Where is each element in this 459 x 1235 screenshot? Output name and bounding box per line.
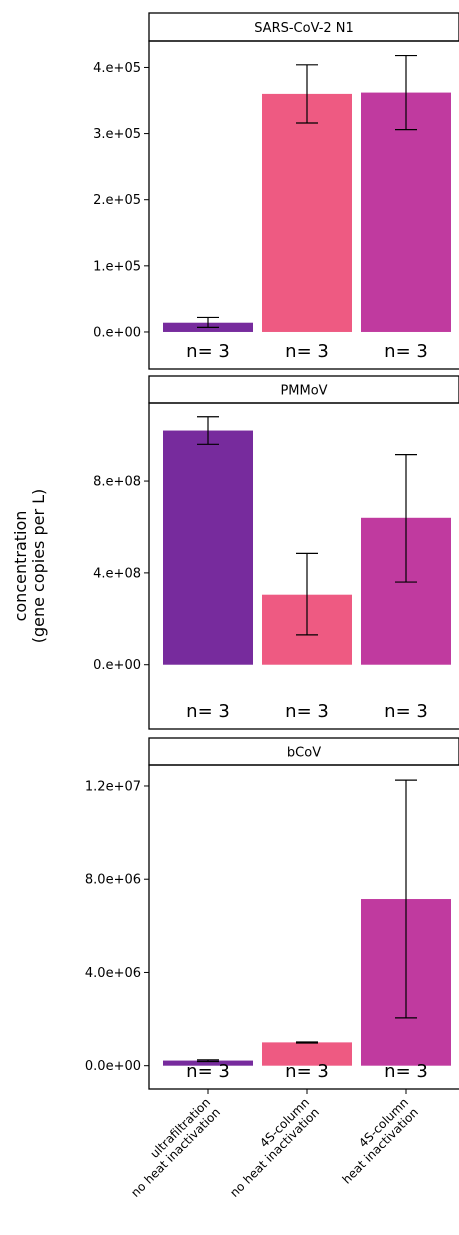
bar xyxy=(262,1042,352,1066)
bar xyxy=(361,92,451,332)
y-tick-label: 1.2e+07 xyxy=(85,779,141,794)
y-tick-label: 2.e+05 xyxy=(93,193,141,208)
strip-box xyxy=(148,737,459,766)
x-tick-label: 4S-columnheat inactivation xyxy=(330,1095,421,1186)
n-count-label: n= 3 xyxy=(186,1061,230,1082)
strip-label: PMMoV xyxy=(280,384,327,399)
strip-label: SARS-CoV-2 N1 xyxy=(254,21,354,36)
panel-3: bCoV n= 3 n= 3 n= 3 0.0e+00 4.0e+06 8.0e+06 1.2… xyxy=(85,737,459,1090)
y-axis-label-line: (gene copies per L) xyxy=(29,489,48,644)
n-count-label: n= 3 xyxy=(285,341,329,362)
y-tick-label: 8.0e+06 xyxy=(85,873,141,888)
n-count-label: n= 3 xyxy=(384,341,428,362)
panel-border xyxy=(148,764,459,1090)
y-axis-label: concentration(gene copies per L) xyxy=(11,489,48,644)
y-tick-label: 4.e+05 xyxy=(93,61,141,76)
y-tick-label: 1.e+05 xyxy=(93,259,141,274)
n-count-label: n= 3 xyxy=(384,701,428,722)
strip-label: bCoV xyxy=(287,746,321,761)
panel-1: SARS-CoV-2 N1 n= 3 n= 3 n= 3 0.e+00 1.e+05 2.e… xyxy=(93,12,459,370)
n-count-label: n= 3 xyxy=(186,341,230,362)
x-tick-label-line: no heat inactivation xyxy=(227,1105,322,1200)
n-count-label: n= 3 xyxy=(384,1061,428,1082)
y-tick-label: 8.e+08 xyxy=(93,475,141,490)
n-count-label: n= 3 xyxy=(285,1061,329,1082)
y-tick-label: 4.0e+06 xyxy=(85,966,141,981)
x-tick-label: 4S-columnno heat inactivation xyxy=(217,1095,322,1200)
n-count-label: n= 3 xyxy=(285,701,329,722)
y-axis-label-line: concentration xyxy=(11,511,30,622)
bar xyxy=(262,93,352,332)
bar xyxy=(163,430,253,665)
y-tick-label: 0.e+00 xyxy=(93,325,141,340)
x-tick-label: ultrafiltrationno heat inactivation xyxy=(118,1095,223,1200)
strip-box xyxy=(148,12,459,42)
bar xyxy=(163,1060,253,1066)
panel-2: PMMoV n= 3 n= 3 n= 3 0.e+00 4.e+08 8.e+08 xyxy=(93,375,459,730)
y-tick-label: 3.e+05 xyxy=(93,127,141,142)
x-tick-label-line: no heat inactivation xyxy=(128,1105,223,1200)
n-count-label: n= 3 xyxy=(186,701,230,722)
y-tick-label: 0.e+00 xyxy=(93,658,141,673)
panel-border xyxy=(148,40,459,370)
panel-border xyxy=(148,402,459,730)
y-tick-label: 0.0e+00 xyxy=(85,1059,141,1074)
y-tick-label: 4.e+08 xyxy=(93,566,141,581)
